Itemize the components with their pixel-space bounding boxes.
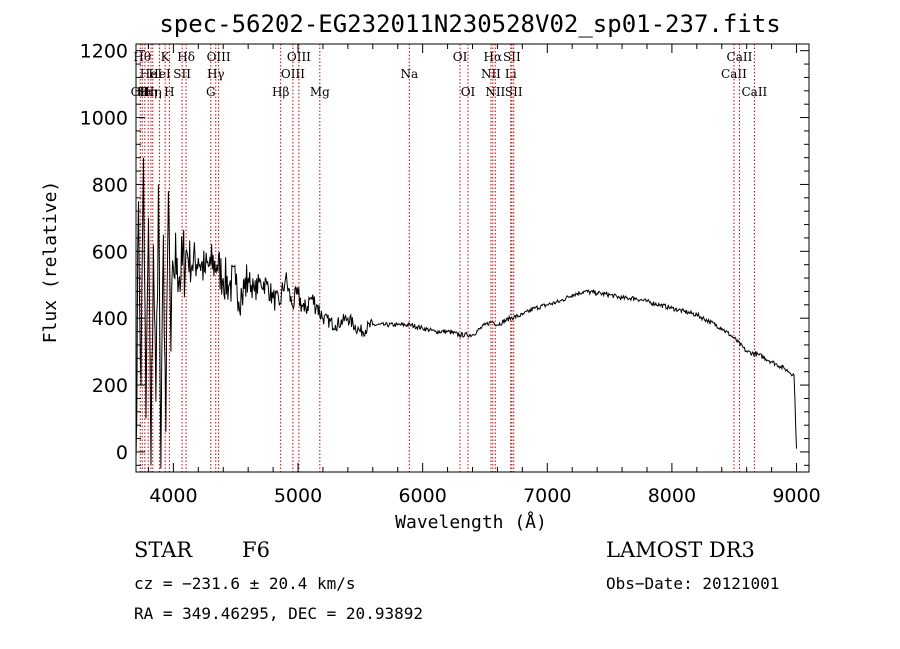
line-marker-label: Hη: [144, 85, 162, 99]
y-tick-label: 1200: [80, 41, 128, 63]
line-marker-label: NII: [481, 67, 501, 81]
line-marker-label: Hα: [484, 50, 503, 64]
line-marker-label: Hη: [139, 85, 157, 99]
line-marker-label: Na: [400, 67, 418, 81]
x-tick-label: 4000: [149, 485, 197, 507]
line-marker-label: K: [161, 50, 171, 64]
line-marker-label: OIII: [207, 50, 231, 64]
y-tick-label: 1000: [80, 108, 128, 130]
y-axis-label: Flux (relative): [40, 181, 61, 344]
line-marker-label: CaII: [727, 50, 753, 64]
line-marker-label: Mg: [310, 85, 330, 99]
object-class: STAR: [134, 538, 193, 562]
line-marker-label: Hβ: [272, 85, 289, 99]
line-marker-label: OII: [131, 85, 151, 99]
spectrum-chart: spec-56202-EG232011N230528V02_sp01-237.f…: [40, 10, 821, 533]
line-marker-label: Li: [505, 67, 517, 81]
survey-name: LAMOST DR3: [606, 538, 755, 562]
line-marker-label: CaII: [741, 85, 767, 99]
line-marker-label: SII: [503, 50, 521, 64]
y-tick-label: 400: [92, 308, 128, 330]
y-tick-label: 800: [92, 174, 128, 196]
x-axis-label: Wavelength (Å): [395, 511, 547, 533]
observation-date: Obs−Date: 20121001: [606, 574, 780, 593]
line-marker-label: Hθ: [133, 50, 151, 64]
redshift-cz: cz = −231.6 ± 20.4 km/s: [134, 574, 356, 593]
line-marker-label: OIII: [287, 50, 311, 64]
line-marker-label: OI: [453, 50, 468, 64]
x-tick-label: 8000: [648, 485, 696, 507]
line-marker-label: SII: [173, 67, 191, 81]
x-tick-label: 5000: [274, 485, 322, 507]
line-marker-label: OI: [461, 85, 476, 99]
line-marker-label: NII: [485, 85, 505, 99]
x-tick-label: 6000: [398, 485, 446, 507]
axis-ticks: 4000 5000 6000 7000 8000 9000 0 200 400 600 800 100…: [80, 41, 821, 507]
x-tick-label: 9000: [772, 485, 820, 507]
line-marker-label: CaII: [721, 67, 747, 81]
line-marker-label: Hι: [137, 85, 152, 99]
line-marker-label: Hδ: [177, 50, 195, 64]
y-tick-label: 200: [92, 375, 128, 397]
line-marker-label: HeI: [148, 67, 171, 81]
line-marker-label: HeI: [140, 67, 163, 81]
line-marker-label: Hγ: [207, 67, 225, 81]
line-marker-label: OIII: [281, 67, 305, 81]
y-tick-label: 0: [116, 442, 128, 464]
plot-frame: [135, 43, 810, 473]
spectrum-line: [135, 157, 797, 469]
line-marker-label: H: [164, 85, 174, 99]
line-marker-label: G: [206, 85, 216, 99]
x-tick-label: 7000: [523, 485, 571, 507]
y-tick-label: 600: [92, 241, 128, 263]
chart-title: spec-56202-EG232011N230528V02_sp01-237.f…: [159, 10, 780, 38]
coordinates: RA = 349.46295, DEC = 20.93892: [134, 604, 423, 623]
line-marker-label: SII: [505, 85, 523, 99]
object-subclass: F6: [242, 538, 270, 562]
